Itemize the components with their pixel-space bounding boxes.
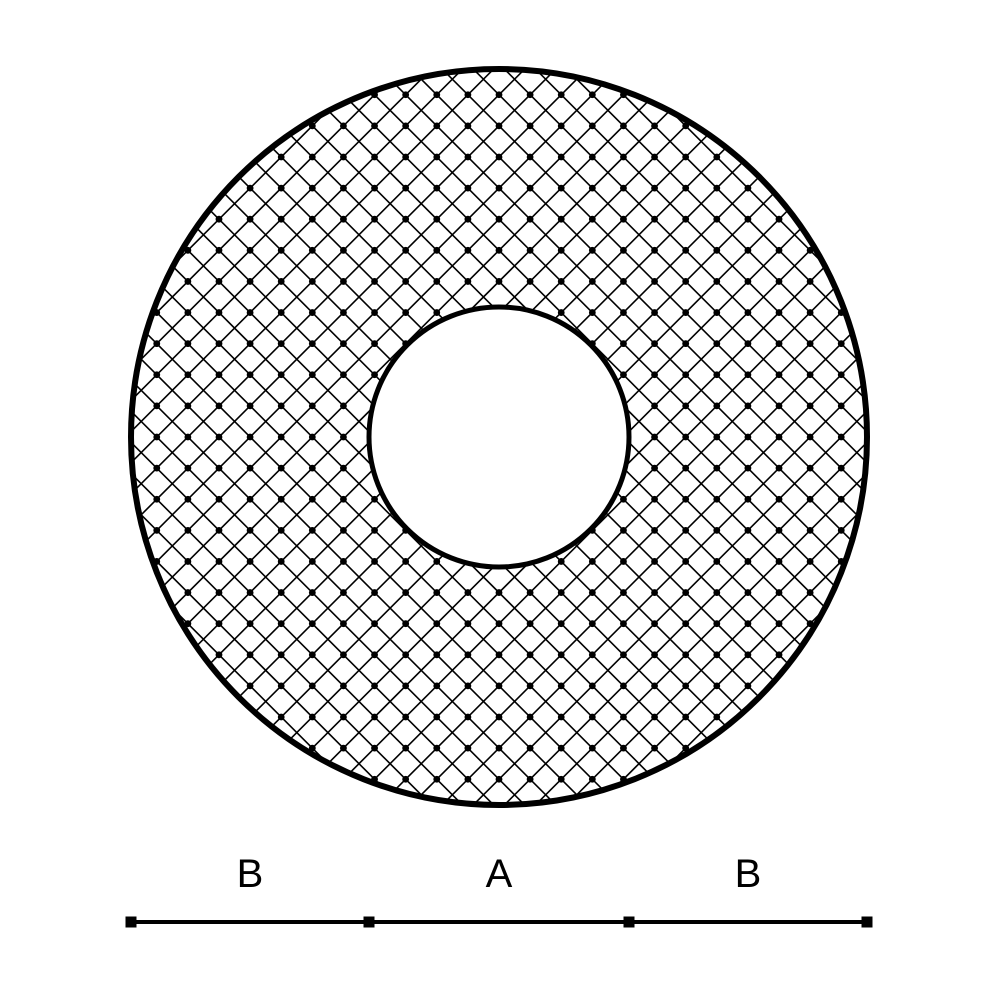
dimension-label-b-left: B bbox=[237, 852, 264, 897]
diagram-container: B A B bbox=[0, 0, 1000, 1000]
dimension-label-b-right: B bbox=[735, 852, 762, 897]
dimension-label-a: A bbox=[486, 852, 513, 897]
cross-section-drawing bbox=[0, 0, 1000, 1000]
